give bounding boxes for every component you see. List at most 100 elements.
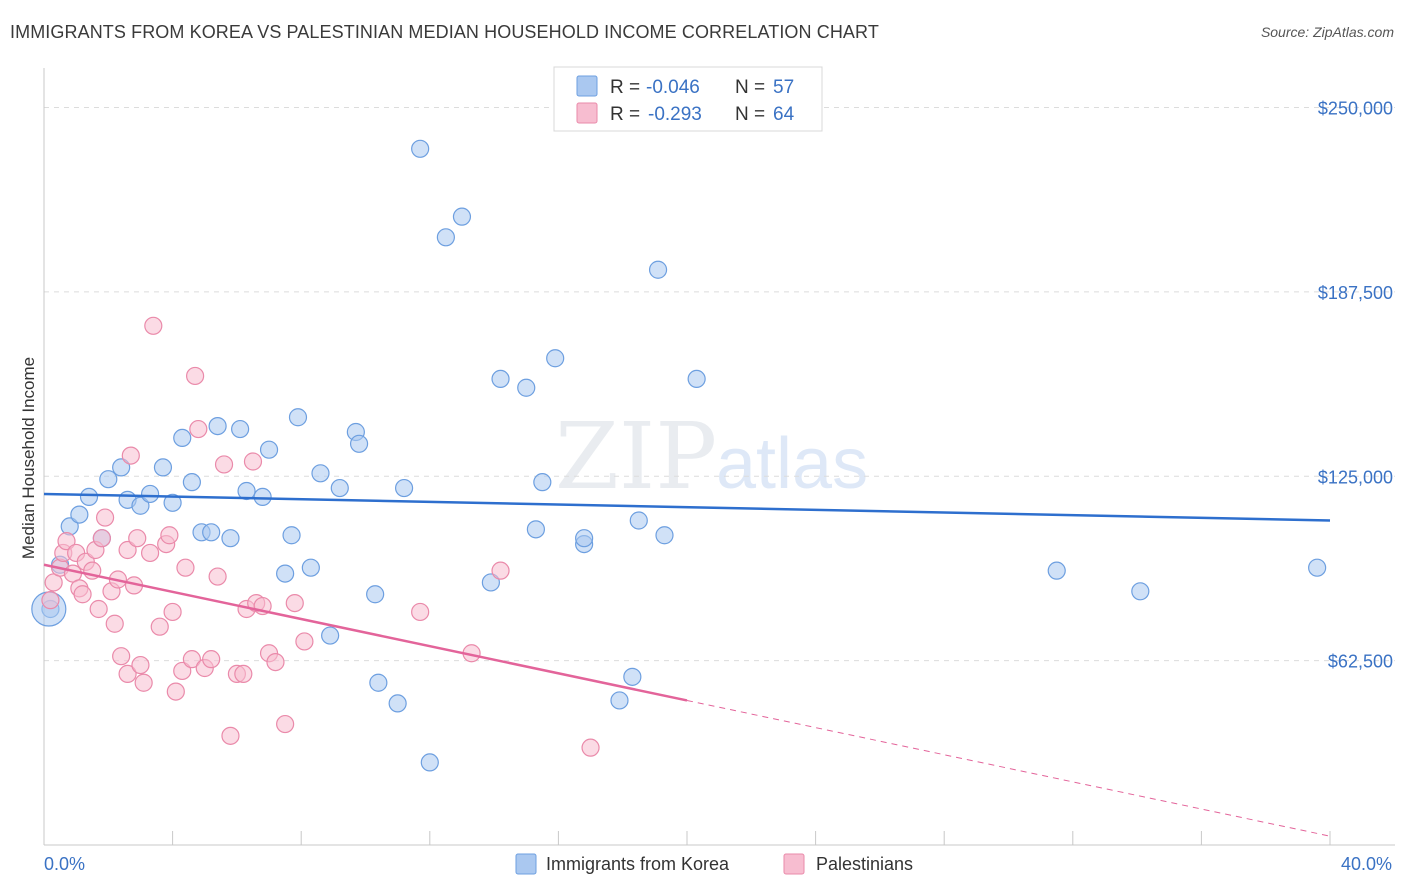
data-point <box>330 478 349 498</box>
data-point <box>118 664 137 684</box>
data-point <box>182 650 201 669</box>
data-point <box>610 691 629 710</box>
data-point <box>128 529 147 548</box>
watermark-atlas: atlas <box>716 424 868 504</box>
data-point <box>208 567 227 586</box>
data-point <box>221 726 240 745</box>
x-tick-label-max: 40.0% <box>1341 854 1392 874</box>
legend-box <box>553 66 823 132</box>
source-note: Source: ZipAtlas.com <box>1260 24 1394 40</box>
data-point <box>1308 558 1327 577</box>
bottom-legend-swatch-korea <box>515 853 537 875</box>
data-point <box>186 366 205 386</box>
data-point <box>182 473 201 492</box>
data-point <box>301 558 320 577</box>
data-point <box>491 369 510 388</box>
data-point <box>112 647 131 666</box>
legend-n-label-korea: N = <box>735 77 765 98</box>
axes <box>43 68 1395 846</box>
data-point <box>411 139 430 158</box>
data-point <box>134 673 153 692</box>
legend-n-value-palestinians: 64 <box>773 104 795 125</box>
legend-n-value-korea: 57 <box>773 77 794 98</box>
data-point <box>163 493 182 512</box>
data-point <box>118 540 137 560</box>
bottom-legend-label-palestinians: Palestinians <box>816 854 913 874</box>
data-point <box>648 260 668 279</box>
trend-line-palestinians <box>43 563 688 702</box>
legend-n-label-palestinians: N = <box>735 104 765 125</box>
data-point <box>73 585 92 604</box>
data-point <box>276 714 295 734</box>
data-point <box>163 602 182 622</box>
data-point <box>131 655 150 675</box>
data-point <box>221 529 240 548</box>
data-point <box>295 632 314 651</box>
data-point <box>202 523 221 542</box>
data-point <box>687 369 706 388</box>
data-point <box>546 349 565 368</box>
data-point <box>92 529 111 548</box>
y-tick-label: $62,500 <box>1328 652 1393 672</box>
data-point <box>575 529 594 548</box>
data-point <box>369 673 388 692</box>
data-point <box>150 617 169 636</box>
legend-swatch-palestinians <box>576 102 598 124</box>
legend-r-label-korea: R = <box>610 77 640 98</box>
data-point <box>121 446 140 465</box>
data-point <box>189 419 208 439</box>
data-point <box>436 228 455 247</box>
y-tick-labels: $62,500 $125,000 $187,500 $250,000 <box>1318 99 1393 672</box>
data-point <box>237 481 256 501</box>
data-point <box>253 487 272 506</box>
data-point <box>176 558 195 577</box>
correlation-legend: R = -0.046 N = 57 R = -0.293 N = 64 <box>553 66 823 132</box>
data-point <box>491 561 510 580</box>
legend-r-label-palestinians: R = <box>610 104 640 125</box>
data-point <box>623 667 642 686</box>
data-point <box>1047 561 1066 580</box>
data-point <box>41 591 60 610</box>
data-point <box>105 614 124 633</box>
data-point <box>366 585 385 604</box>
data-point <box>259 440 279 459</box>
y-tick-label: $125,000 <box>1318 467 1393 487</box>
data-point <box>285 593 304 613</box>
data-point <box>517 378 536 397</box>
data-point <box>95 508 115 527</box>
data-point <box>1131 582 1150 601</box>
legend-r-value-korea: -0.046 <box>646 77 700 98</box>
data-point <box>234 664 253 684</box>
data-point <box>89 599 108 619</box>
data-point <box>166 682 185 701</box>
y-tick-label: $187,500 <box>1318 283 1393 303</box>
data-point <box>349 434 369 453</box>
data-point <box>202 650 221 669</box>
data-point <box>140 484 160 504</box>
data-point <box>173 428 192 447</box>
gridlines <box>44 107 1395 662</box>
watermark: ZIP atlas <box>555 403 868 510</box>
bottom-legend-label-korea: Immigrants from Korea <box>546 854 730 874</box>
data-point <box>276 564 295 583</box>
data-point <box>282 526 301 545</box>
data-point <box>160 526 179 545</box>
trend-line-korea <box>43 492 1331 522</box>
trend-lines <box>43 492 1331 837</box>
data-point <box>581 738 600 757</box>
data-point <box>526 520 545 539</box>
data-point <box>112 458 131 477</box>
data-point <box>266 652 285 672</box>
data-point <box>420 753 439 772</box>
data-point <box>321 626 340 645</box>
data-point <box>481 573 500 592</box>
data-point <box>79 487 99 506</box>
data-point <box>533 473 552 492</box>
legend-r-value-palestinians: -0.293 <box>648 104 702 125</box>
data-point <box>288 408 308 427</box>
data-point <box>231 419 250 439</box>
trend-line-palestinians-extension <box>686 699 1331 837</box>
data-point <box>173 661 192 681</box>
data-point <box>243 452 263 471</box>
